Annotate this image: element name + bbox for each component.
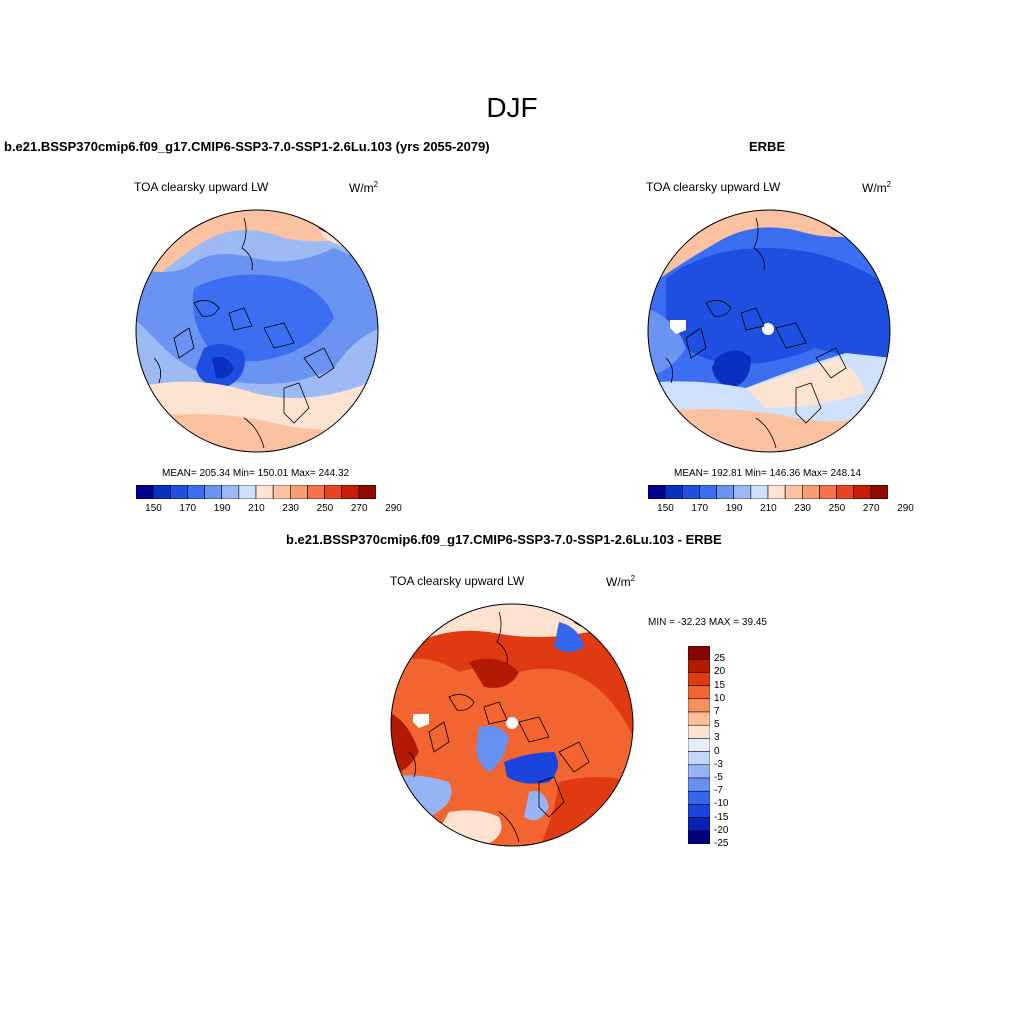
- colorbar-tick-label: 210: [760, 503, 777, 514]
- colorbar-swatch: [688, 711, 710, 726]
- colorbar-swatch: [688, 646, 710, 660]
- colorbar-tick-label: 230: [794, 503, 811, 514]
- colorbar-tick-label: -15: [714, 811, 729, 823]
- colorbar-swatch: [819, 485, 837, 499]
- model-case-title: b.e21.BSSP370cmip6.f09_g17.CMIP6-SSP3-7.…: [4, 139, 490, 154]
- obs-units: W/m2: [862, 180, 892, 195]
- model-stats: MEAN= 205.34 Min= 150.01 Max= 244.32: [162, 468, 350, 479]
- colorbar-tick-label: 7: [714, 706, 720, 717]
- diff-polar-map: [390, 603, 634, 847]
- obs-stats: MEAN= 192.81 Min= 146.36 Max= 248.14: [674, 468, 862, 479]
- diff-units: W/m2: [606, 574, 636, 589]
- colorbar-swatch: [664, 485, 683, 499]
- colorbar-tick-label: 270: [350, 503, 368, 514]
- colorbar-swatch: [187, 485, 205, 499]
- diff-stats: MIN = -32.23 MAX = 39.45: [648, 617, 767, 628]
- colorbar-swatch: [358, 485, 376, 499]
- colorbar-tick-label: 250: [316, 503, 334, 514]
- colorbar-swatch: [152, 485, 171, 499]
- colorbar-swatch: [688, 804, 710, 818]
- colorbar-swatch: [716, 485, 735, 499]
- colorbar-tick-label: 10: [714, 692, 726, 704]
- figure-title: DJF: [486, 92, 538, 123]
- obs-case-title: ERBE: [749, 139, 786, 154]
- colorbar-swatch: [648, 485, 666, 499]
- model-colorbar-labels: 150 170 190 210 230 250 270 290: [136, 503, 402, 517]
- colorbar-swatch: [767, 485, 786, 499]
- colorbar-swatch: [272, 485, 291, 499]
- colorbar-swatch: [255, 485, 274, 499]
- colorbar-tick-label: -10: [714, 798, 729, 810]
- colorbar-swatch: [699, 485, 717, 499]
- colorbar-tick-label: -5: [714, 772, 723, 783]
- colorbar-tick-label: 290: [897, 503, 914, 514]
- colorbar-swatch: [688, 817, 710, 832]
- model-polar-map: [135, 209, 379, 453]
- colorbar-tick-label: 150: [657, 503, 674, 514]
- colorbar-swatch: [307, 485, 325, 499]
- colorbar-tick-label: 250: [828, 503, 846, 514]
- colorbar-tick-label: 20: [714, 666, 726, 678]
- colorbar-tick-label: 290: [385, 503, 402, 514]
- colorbar-tick-label: 15: [714, 679, 726, 691]
- obs-variable-label: TOA clearsky upward LW: [646, 180, 781, 194]
- colorbar-swatch: [688, 751, 710, 766]
- model-colorbar: [136, 485, 376, 499]
- colorbar-tick-label: 25: [714, 653, 726, 665]
- colorbar-swatch: [836, 485, 855, 499]
- obs-colorbar-labels: 150 170 190 210 230 250 270 290: [648, 503, 914, 517]
- colorbar-swatch: [688, 685, 710, 700]
- colorbar-swatch: [238, 485, 257, 499]
- colorbar-swatch: [688, 764, 710, 779]
- colorbar-tick-label: 270: [862, 503, 880, 514]
- colorbar-swatch: [688, 672, 710, 686]
- colorbar-tick-label: -25: [714, 838, 729, 849]
- diff-variable-label: TOA clearsky upward LW: [390, 574, 525, 588]
- colorbar-tick-label: 150: [145, 503, 162, 514]
- colorbar-swatch: [681, 485, 700, 499]
- model-units: W/m2: [349, 180, 379, 195]
- colorbar-tick-label: 230: [282, 503, 299, 514]
- colorbar-swatch: [688, 790, 710, 805]
- colorbar-tick-label: 0: [714, 745, 720, 757]
- colorbar-tick-label: 3: [714, 732, 720, 744]
- colorbar-tick-label: 210: [248, 503, 265, 514]
- colorbar-tick-label: -7: [714, 785, 723, 797]
- colorbar-tick-label: 170: [179, 503, 197, 514]
- colorbar-swatch: [853, 485, 872, 499]
- colorbar-swatch: [289, 485, 308, 499]
- colorbar-tick-label: -20: [714, 824, 729, 836]
- colorbar-swatch: [688, 830, 710, 844]
- colorbar-swatch: [688, 777, 710, 792]
- colorbar-swatch: [221, 485, 240, 499]
- colorbar-swatch: [801, 485, 820, 499]
- colorbar-swatch: [688, 658, 710, 673]
- colorbar-swatch: [136, 485, 154, 499]
- colorbar-tick-label: 190: [725, 503, 743, 514]
- model-variable-label: TOA clearsky upward LW: [134, 180, 269, 194]
- colorbar-tick-label: 5: [714, 719, 720, 731]
- colorbar-swatch: [750, 485, 769, 499]
- diff-colorbar: [688, 646, 710, 844]
- colorbar-swatch: [688, 724, 710, 739]
- obs-polar-map: [647, 209, 891, 453]
- colorbar-swatch: [688, 698, 710, 713]
- colorbar-tick-label: -3: [714, 758, 723, 770]
- diff-case-title: b.e21.BSSP370cmip6.f09_g17.CMIP6-SSP3-7.…: [286, 532, 722, 547]
- colorbar-swatch: [169, 485, 188, 499]
- diff-colorbar-labels: 25 20 15 10 7 5 3 0 -3 -5 -7 -10 -15 -20 -25: [714, 646, 754, 849]
- colorbar-tick-label: 170: [691, 503, 709, 514]
- colorbar-swatch: [341, 485, 360, 499]
- colorbar-swatch: [870, 485, 888, 499]
- colorbar-swatch: [784, 485, 803, 499]
- colorbar-tick-label: 190: [213, 503, 231, 514]
- colorbar-swatch: [688, 738, 710, 752]
- colorbar-swatch: [204, 485, 223, 499]
- colorbar-swatch: [733, 485, 752, 499]
- obs-colorbar: [648, 485, 888, 499]
- colorbar-swatch: [324, 485, 343, 499]
